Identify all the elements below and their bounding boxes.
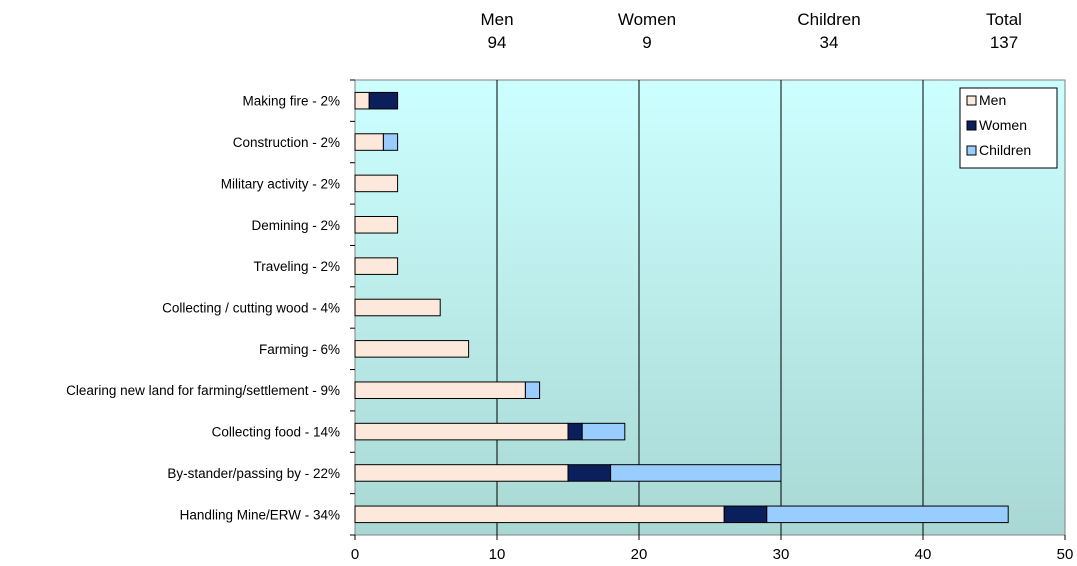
- category-label: Military activity - 2%: [221, 176, 340, 191]
- plot-area: [354, 79, 1066, 536]
- category-label: Making fire - 2%: [242, 94, 340, 109]
- bar-segment-men: [354, 91, 370, 110]
- summary-total-label: Total: [986, 10, 1022, 29]
- legend-label-men: Men: [979, 92, 1006, 108]
- category-labels: Making fire - 2% Construction - 2% Militar…: [66, 94, 340, 523]
- bar-segment-men: [354, 381, 526, 400]
- category-label: Construction - 2%: [233, 135, 340, 150]
- category-label: Demining - 2%: [251, 218, 340, 233]
- bar-segment-men: [354, 133, 384, 151]
- summary-children-label: Children: [797, 10, 861, 29]
- grid-lines: [496, 80, 924, 535]
- summary-men: Men 94: [437, 8, 557, 54]
- category-label: Traveling - 2%: [253, 259, 340, 274]
- summary-children-value: 34: [819, 33, 839, 52]
- bar-segment-women: [368, 91, 399, 110]
- bar-segment-women: [567, 464, 612, 482]
- x-tick-label: 0: [351, 546, 359, 563]
- x-axis-ticks: 0 10 20 30 40 50: [350, 79, 1074, 563]
- bar-segment-children: [524, 381, 541, 400]
- legend-swatch-children: [966, 145, 977, 156]
- bar-segment-men: [354, 340, 470, 358]
- bar-segment-men: [354, 257, 399, 275]
- bar-segment-children: [766, 505, 1009, 524]
- bar-segment-men: [354, 464, 569, 482]
- x-tick-label: 20: [631, 546, 648, 563]
- category-label: Handling Mine/ERW - 34%: [180, 507, 340, 522]
- category-label: Clearing new land for farming/settlement…: [66, 383, 340, 398]
- summary-children: Children 34: [769, 8, 889, 54]
- bar-segment-men: [354, 505, 725, 524]
- bar-segment-children: [581, 422, 626, 441]
- x-tick-label: 30: [773, 546, 790, 563]
- bar-segment-men: [354, 174, 399, 193]
- x-tick-label: 10: [489, 546, 506, 563]
- bar-segment-children: [610, 464, 782, 482]
- summary-women: Women 9: [587, 8, 707, 54]
- summary-total: Total 137: [944, 8, 1064, 54]
- category-label: Collecting food - 14%: [212, 425, 340, 440]
- summary-men-label: Men: [480, 10, 514, 29]
- bar-segment-women: [567, 422, 583, 441]
- legend-swatch-men: [966, 95, 977, 106]
- bar-group: [354, 91, 1009, 524]
- summary-total-value: 137: [989, 33, 1019, 52]
- legend-label-children: Children: [979, 142, 1031, 158]
- category-label: Farming - 6%: [259, 342, 340, 357]
- summary-men-value: 94: [487, 33, 507, 52]
- legend-label-women: Women: [979, 117, 1027, 133]
- x-tick-label: 40: [915, 546, 932, 563]
- bar-segment-children: [382, 133, 399, 151]
- category-label: By-stander/passing by - 22%: [167, 466, 340, 481]
- category-label: Collecting / cutting wood - 4%: [162, 301, 340, 316]
- x-tick-label: 50: [1057, 546, 1074, 563]
- bar-segment-men: [354, 422, 569, 441]
- legend: Men Women Children: [959, 87, 1058, 169]
- bar-segment-men: [354, 298, 441, 317]
- bar-segment-men: [354, 216, 399, 234]
- summary-women-label: Women: [617, 10, 677, 29]
- legend-swatch-women: [966, 120, 977, 131]
- summary-women-value: 9: [642, 33, 652, 52]
- bar-segment-women: [723, 505, 768, 524]
